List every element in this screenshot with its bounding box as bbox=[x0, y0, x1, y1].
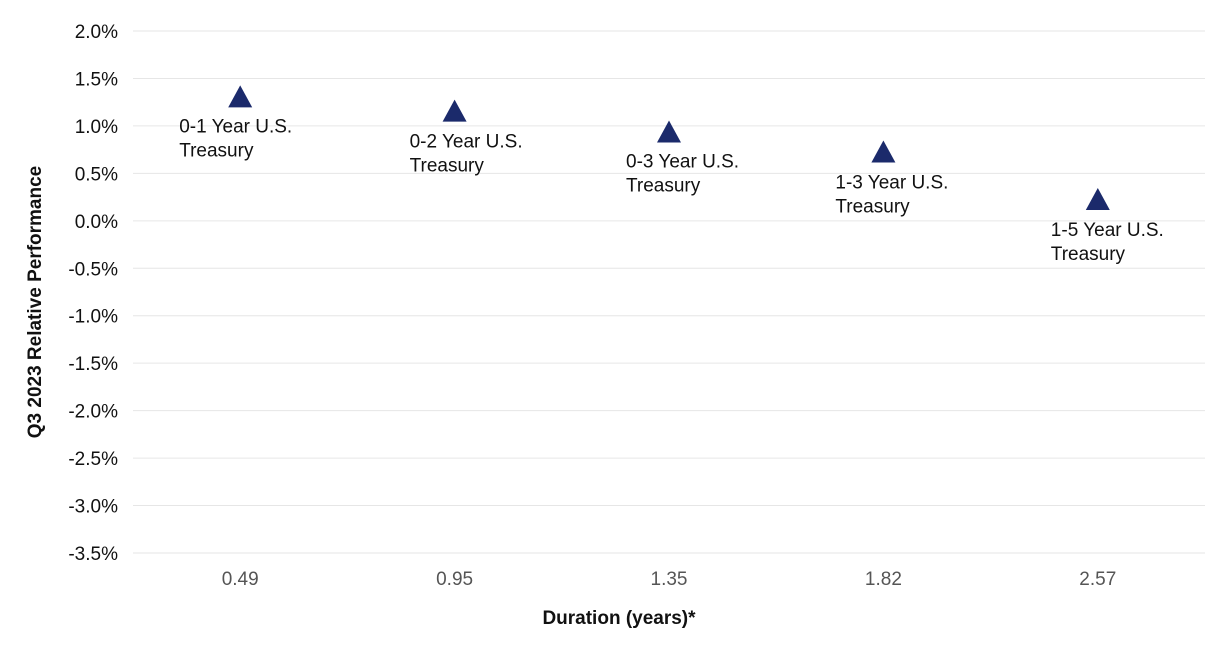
x-tick-label: 1.82 bbox=[865, 569, 902, 590]
point-label-line2: Treasury bbox=[1051, 244, 1126, 265]
point-label-line2: Treasury bbox=[835, 196, 910, 217]
point-label-line1: 0-3 Year U.S. bbox=[626, 152, 739, 173]
point-label-line1: 1-3 Year U.S. bbox=[835, 172, 948, 193]
x-axis-ticks: 0.49 0.95 1.35 1.82 2.57 bbox=[222, 569, 1117, 590]
y-tick-label: -1.0% bbox=[68, 307, 118, 328]
y-tick-label: -2.0% bbox=[68, 402, 118, 423]
x-axis-title: Duration (years)* bbox=[542, 608, 696, 629]
y-tick-label: 0.5% bbox=[75, 164, 118, 185]
y-axis-title: Q3 2023 Relative Performance bbox=[25, 166, 46, 439]
x-tick-label: 0.95 bbox=[436, 569, 473, 590]
triangle-marker bbox=[442, 99, 467, 122]
triangle-marker bbox=[228, 85, 253, 108]
y-tick-label: -0.5% bbox=[68, 259, 118, 280]
y-tick-label: 2.0% bbox=[75, 22, 118, 43]
y-tick-label: -3.0% bbox=[68, 497, 118, 518]
y-axis-ticks: 2.0% 1.5% 1.0% 0.5% 0.0% -0.5% -1.0% -1.5% -2.0%… bbox=[68, 22, 118, 565]
x-tick-label: 0.49 bbox=[222, 569, 259, 590]
triangle-marker bbox=[657, 120, 681, 143]
point-label-line2: Treasury bbox=[626, 176, 701, 197]
y-tick-label: -2.5% bbox=[68, 449, 118, 470]
data-points bbox=[228, 85, 1110, 210]
y-tick-label: -1.5% bbox=[68, 354, 118, 375]
point-label-line1: 0-2 Year U.S. bbox=[410, 132, 523, 153]
point-label: 0-3 Year U.S. Treasury bbox=[626, 152, 739, 197]
point-label-line2: Treasury bbox=[410, 156, 485, 177]
triangle-marker bbox=[871, 140, 896, 163]
y-tick-label: 0.0% bbox=[75, 212, 118, 233]
x-tick-label: 1.35 bbox=[651, 569, 688, 590]
point-label: 1-5 Year U.S. Treasury bbox=[1051, 220, 1164, 265]
gridlines bbox=[133, 30, 1205, 554]
point-label: 0-1 Year U.S. Treasury bbox=[179, 116, 292, 161]
y-tick-label: 1.5% bbox=[75, 69, 118, 90]
y-tick-label: 1.0% bbox=[75, 117, 118, 138]
point-label-line2: Treasury bbox=[179, 140, 254, 161]
point-label-line1: 0-1 Year U.S. bbox=[179, 116, 292, 137]
point-labels: 0-1 Year U.S. Treasury 0-2 Year U.S. Treasu… bbox=[179, 116, 1164, 265]
y-tick-label: -3.5% bbox=[68, 544, 118, 565]
point-label: 0-2 Year U.S. Treasury bbox=[410, 132, 523, 177]
point-label-line1: 1-5 Year U.S. bbox=[1051, 220, 1164, 241]
point-label: 1-3 Year U.S. Treasury bbox=[835, 172, 948, 217]
x-tick-label: 2.57 bbox=[1079, 569, 1116, 590]
triangle-marker bbox=[1085, 187, 1110, 210]
